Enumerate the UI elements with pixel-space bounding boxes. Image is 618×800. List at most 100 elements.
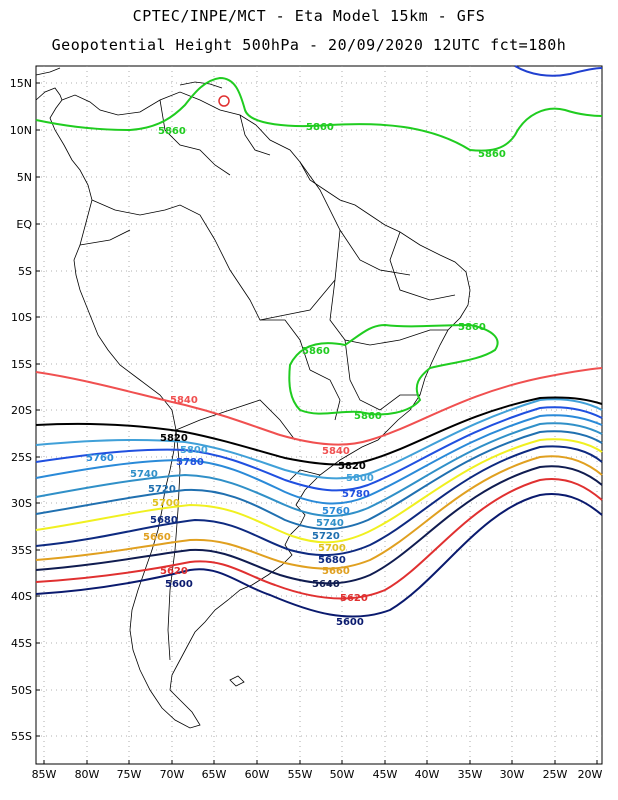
- contour-label-5860: 5860: [158, 126, 186, 137]
- contour-label-5840: 5840: [322, 446, 350, 457]
- contour-5640: [35, 465, 603, 585]
- contour-label-5600: 5600: [336, 617, 364, 628]
- contour-label-5680: 5680: [150, 515, 178, 526]
- border-ecuador: [79, 229, 131, 246]
- map-frame: [35, 65, 603, 765]
- lat-label: 15S: [11, 358, 32, 371]
- mexico-coast: [35, 67, 61, 76]
- contour-5860-north: [35, 76, 603, 152]
- central-america-coast: [35, 87, 63, 101]
- contour-label-5800: 5800: [346, 473, 374, 484]
- lat-label: 10N: [10, 124, 32, 137]
- border-argentina-north: [175, 399, 296, 441]
- latitude-labels: 15N 10N 5N EQ 5S 10S 15S 20S 25S 30S 35S…: [10, 77, 33, 743]
- lat-label: 45S: [11, 637, 32, 650]
- lat-label: 30S: [11, 497, 32, 510]
- contour-label-5660: 5660: [322, 566, 350, 577]
- contour-label-5760: 5760: [322, 506, 350, 517]
- contour-5900-edge: [514, 65, 603, 77]
- lat-label: 50S: [11, 684, 32, 697]
- contour-label-5820: 5820: [160, 433, 188, 444]
- map-title-line2: Geopotential Height 500hPa - 20/09/2020 …: [51, 36, 567, 54]
- lon-label: 85W: [32, 768, 57, 781]
- brazil-state-border: [379, 394, 420, 411]
- contour-5720: [35, 430, 603, 530]
- lon-label: 75W: [117, 768, 142, 781]
- contour-label-5680: 5680: [318, 555, 346, 566]
- contour-5760: [35, 414, 603, 505]
- brazil-state-border: [329, 229, 371, 346]
- brazil-state-border: [344, 339, 381, 411]
- contour-label-5660: 5660: [143, 532, 171, 543]
- brazil-state-border: [389, 231, 456, 301]
- lon-label: 80W: [75, 768, 100, 781]
- lon-label: 40W: [415, 768, 440, 781]
- contour-label-5720: 5720: [312, 531, 340, 542]
- contour-label-5860: 5860: [302, 346, 330, 357]
- contour-label-5700: 5700: [152, 498, 180, 509]
- contour-label-5800: 5800: [180, 445, 208, 456]
- south-america-coast: [49, 91, 471, 729]
- lat-label: 5N: [17, 171, 32, 184]
- contour-label-5740: 5740: [316, 518, 344, 529]
- contour-5600: [35, 493, 603, 618]
- lat-label: 55S: [11, 730, 32, 743]
- falkland-islands: [229, 675, 245, 687]
- border-uruguay: [289, 469, 321, 481]
- contour-5660: [35, 455, 603, 570]
- contour-label-5860: 5860: [354, 411, 382, 422]
- lon-label: 30W: [500, 768, 525, 781]
- caribbean-islands: [179, 81, 223, 89]
- lat-label: 10S: [11, 311, 32, 324]
- contour-5740: [35, 422, 603, 517]
- lat-label: 35S: [11, 544, 32, 557]
- border-paraguay: [309, 369, 341, 421]
- border-chile-argentina: [167, 429, 181, 661]
- contour-5680: [35, 445, 603, 557]
- lon-label: 70W: [160, 768, 185, 781]
- lon-label: 65W: [202, 768, 227, 781]
- contour-5780: [35, 406, 603, 492]
- lon-label: 50W: [330, 768, 355, 781]
- contour-label-5600: 5600: [165, 579, 193, 590]
- lat-label: 25S: [11, 451, 32, 464]
- contour-label-5720: 5720: [148, 484, 176, 495]
- contour-label-5780: 5780: [176, 457, 204, 468]
- contour-label-5780: 5780: [342, 489, 370, 500]
- contour-5700: [35, 438, 603, 544]
- longitude-labels: 85W 80W 75W 70W 65W 60W 55W 50W 45W 40W …: [32, 768, 603, 781]
- lon-label: 60W: [245, 768, 270, 781]
- contour-label-5860: 5860: [478, 149, 506, 160]
- coastlines: [35, 67, 471, 729]
- contour-5620: [35, 478, 603, 600]
- contour-label-5620: 5620: [340, 593, 368, 604]
- lat-label: 40S: [11, 590, 32, 603]
- contour-label-5820: 5820: [338, 461, 366, 472]
- contour-5840: [35, 367, 603, 446]
- lat-label: 20S: [11, 404, 32, 417]
- lon-label: 45W: [373, 768, 398, 781]
- lon-label: 35W: [458, 768, 483, 781]
- contour-5860-brazil: [288, 323, 499, 416]
- map-title-line1: CPTEC/INPE/MCT - Eta Model 15km - GFS: [132, 7, 486, 25]
- contour-label-5620: 5620: [160, 566, 188, 577]
- lat-label: 15N: [10, 77, 32, 90]
- contour-label-5840: 5840: [170, 395, 198, 406]
- contour-labels: 5600 5600 5620 5620 5640 5660 5660 5680 …: [86, 122, 506, 628]
- brazil-state-border: [259, 279, 336, 321]
- brazil-state-border: [369, 329, 448, 346]
- axis-ticks: [36, 82, 598, 764]
- contour-label-5860: 5860: [458, 322, 486, 333]
- contour-label-5740: 5740: [130, 469, 158, 480]
- contour-label-5640: 5640: [312, 579, 340, 590]
- lon-label: 55W: [288, 768, 313, 781]
- lat-label: EQ: [16, 218, 32, 231]
- contours: [35, 65, 603, 618]
- brazil-state-border: [299, 161, 411, 276]
- contour-5820: [35, 396, 603, 466]
- border-peru-brazil: [91, 199, 216, 241]
- lon-label: 25W: [543, 768, 568, 781]
- contour-label-5860: 5860: [306, 122, 334, 133]
- border-bolivia-brazil: [214, 239, 311, 371]
